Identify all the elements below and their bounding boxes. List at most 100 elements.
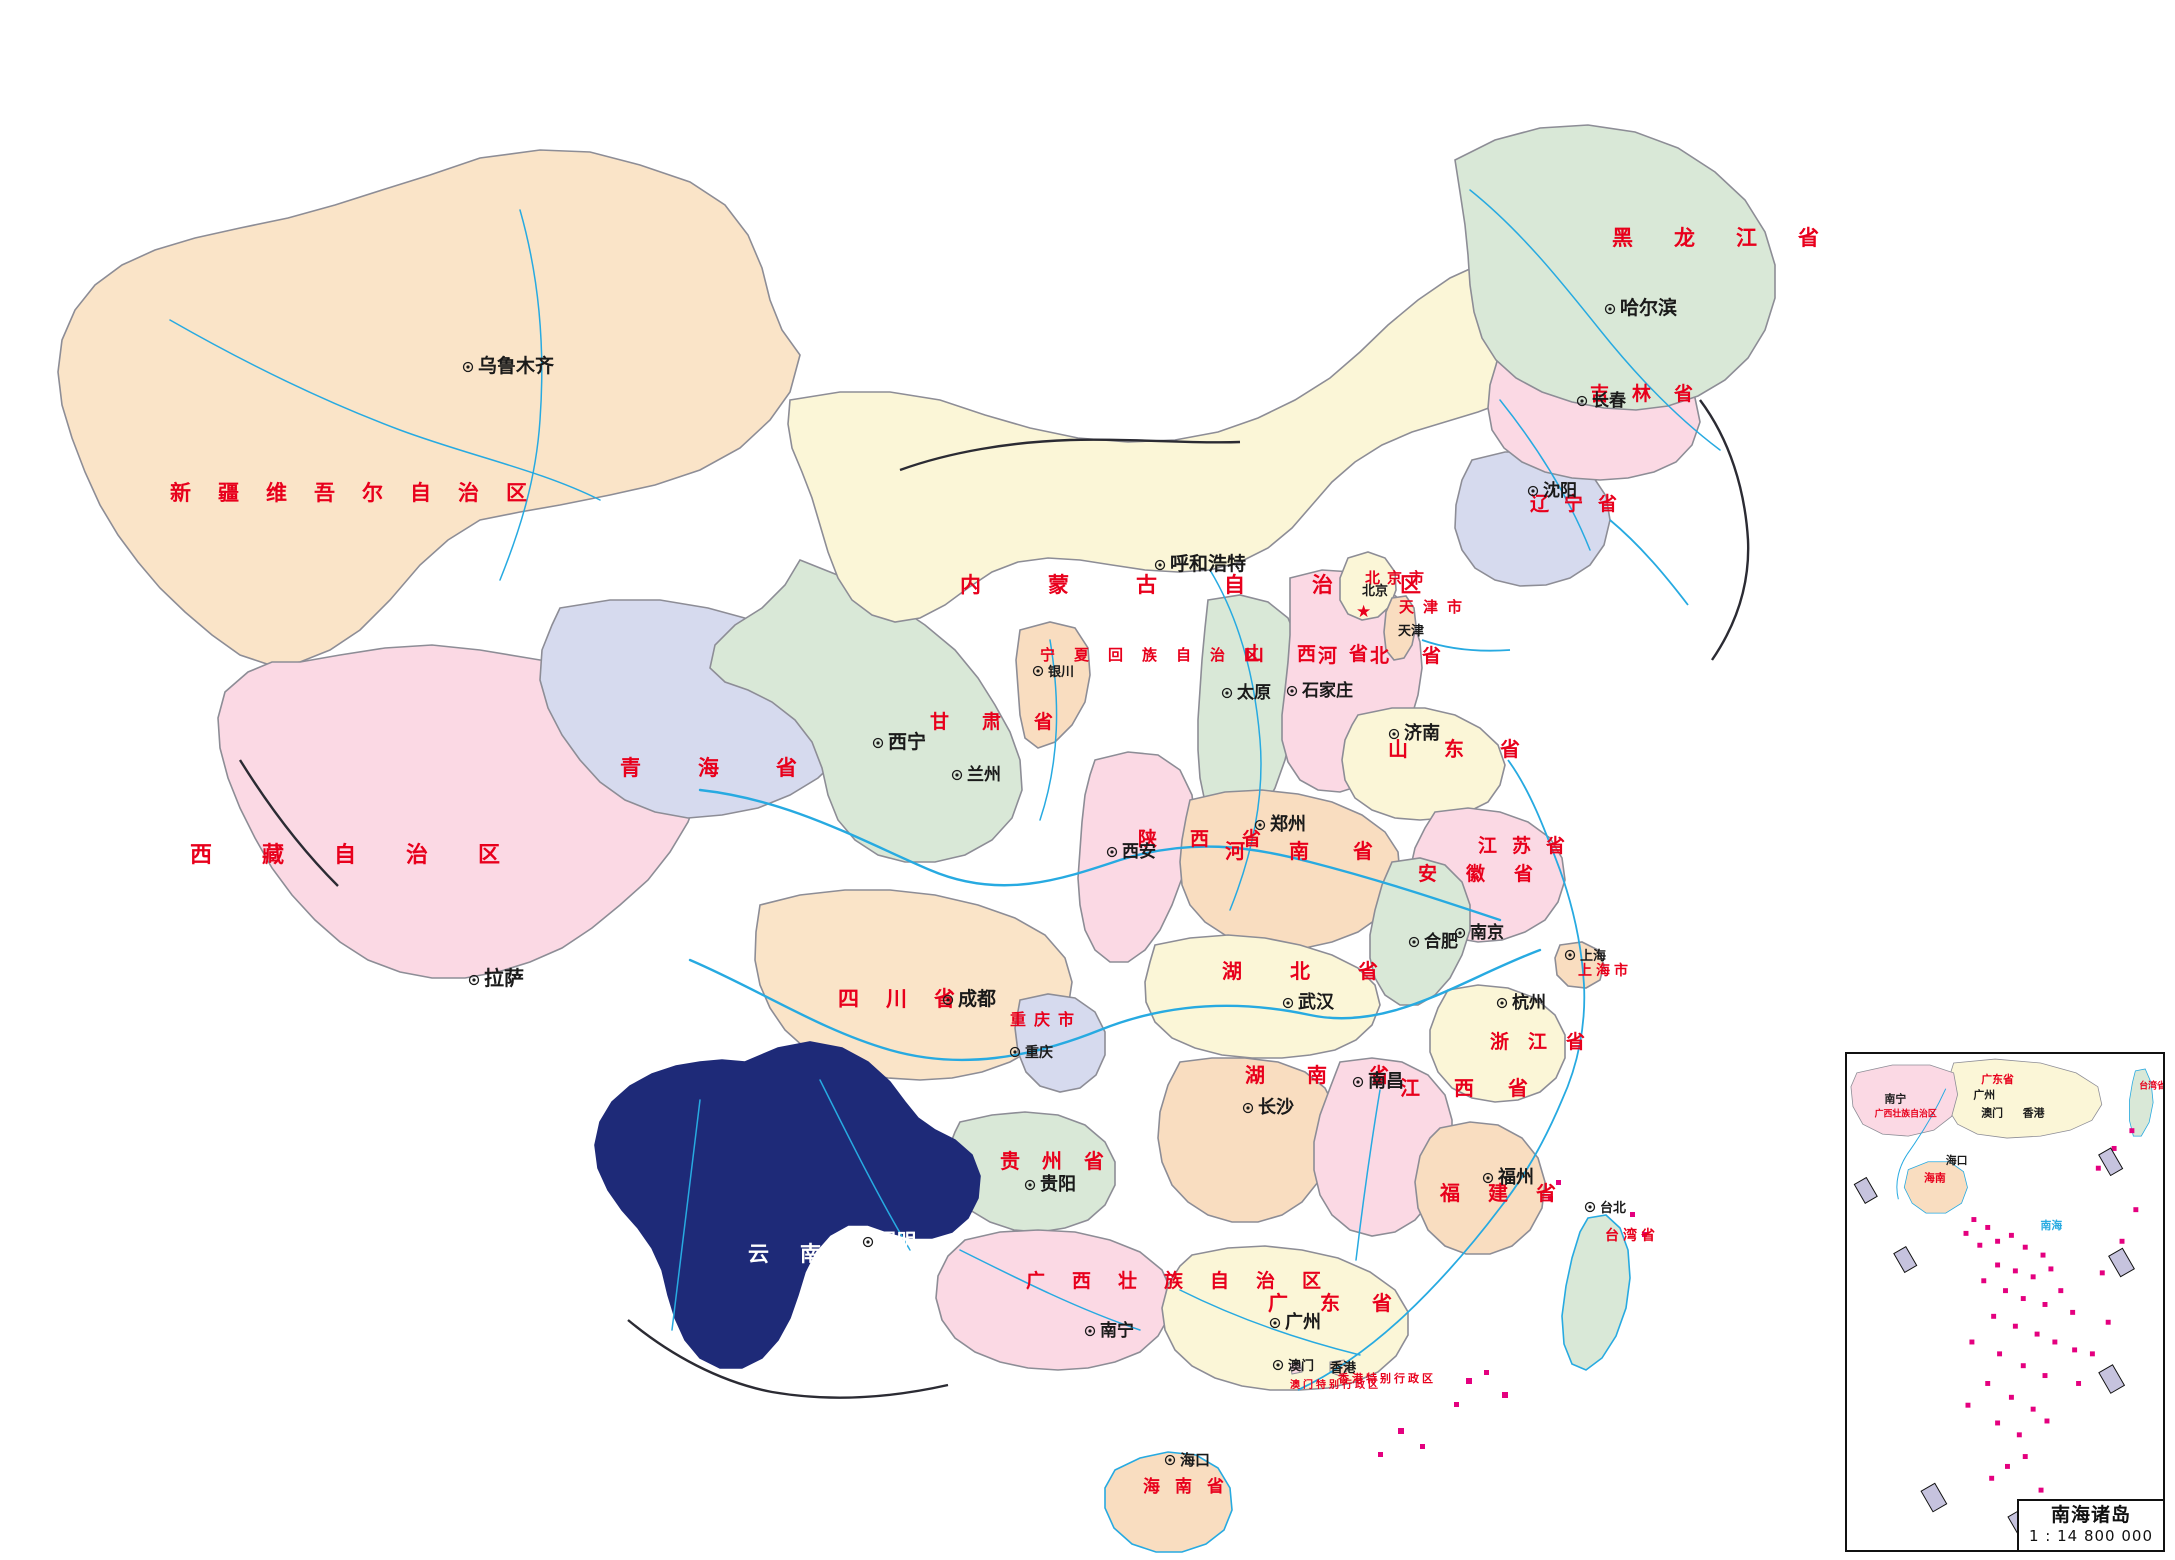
province-label-4: 内蒙古自治区 [960,573,1421,597]
province-shape-fujian[interactable] [1414,1121,1546,1255]
capital-marker-1[interactable]: 拉萨 [468,966,525,990]
capital-circle-icon [1564,949,1576,961]
capital-marker-15[interactable]: 上海 [1564,948,1607,964]
capital-marker-6[interactable]: 西安 [1106,841,1157,862]
province-shape-sichuan[interactable] [754,889,1073,1081]
province-shape-xinjiang[interactable] [57,149,801,666]
capital-marker-20[interactable]: 福州 [1482,1166,1535,1188]
capital-marker-30[interactable]: 长春 [1576,390,1627,411]
province-shape-hubei[interactable] [1144,934,1381,1059]
province-label-char: 族 [1142,646,1158,664]
capital-label: 台北 [1600,1200,1626,1216]
province-label-22: 重庆市 [1010,1010,1074,1029]
province-label-25: 广西壮族自治区 [1026,1269,1321,1292]
inset-coastline [1896,1088,1947,1200]
province-label-char: 宁 [1564,492,1583,515]
province-shape-gansu[interactable] [709,559,1023,863]
province-label-char: 回 [1108,646,1123,664]
capital-marker-8[interactable]: 石家庄 [1286,680,1354,701]
inset-scale: 1 : 14 800 000 [2028,1527,2153,1545]
capital-marker-24[interactable]: 昆明 [862,1230,917,1252]
province-shape-macau[interactable] [1289,1361,1303,1375]
province-shape-shanghai[interactable] [1554,941,1605,989]
province-label-char: 海 [698,756,719,780]
province-label-33: 澳门特别行政区 [1290,1378,1378,1391]
province-label-1: 西藏自治区 [190,842,500,868]
province-label-char: 州 [1042,1149,1062,1173]
province-shape-heilongjiang[interactable] [1454,124,1776,411]
province-shape-guangdong[interactable] [1161,1245,1409,1391]
capital-marker-18[interactable]: 长沙 [1242,1097,1295,1118]
province-label-char: 治 [1312,573,1333,597]
capital-marker-12[interactable]: 郑州 [1254,813,1307,835]
province-label-char: 省 [1507,1076,1528,1100]
capital-marker-28[interactable]: 台北 [1584,1200,1627,1216]
capital-marker-22[interactable]: 重庆 [1009,1044,1054,1061]
capital-marker-9[interactable]: ★ 北京 [1356,583,1388,622]
province-shape-zhejiang[interactable] [1429,984,1566,1103]
capital-marker-17[interactable]: 武汉 [1282,992,1335,1013]
capital-marker-2[interactable]: 西宁 [872,730,927,753]
province-label-char: 吉 [1590,382,1609,405]
capital-marker-3[interactable]: 兰州 [951,764,1002,785]
inset-label-4: 澳门 [1981,1105,2003,1119]
province-label-char: 新 [170,481,191,505]
inset-label-3: 广西壮族自治区 [1875,1107,1937,1119]
inset-label-5: 香港 [2022,1105,2045,1119]
province-label-char: 庆 [1033,1010,1050,1029]
province-label-char: 西 [1454,1076,1474,1100]
province-label-14: 安徽省 [1418,862,1533,885]
capital-marker-21[interactable]: 成都 [942,987,997,1010]
capital-marker-14[interactable]: 合肥 [1408,931,1459,952]
capital-marker-27[interactable]: 海口 [1164,1451,1211,1469]
province-shape-henan[interactable] [1179,789,1401,949]
province-label-char: 重 [1010,1010,1026,1029]
province-label-char: 四 [838,987,859,1011]
capital-marker-26[interactable]: 广州 [1269,1311,1322,1333]
capital-circle-icon [462,361,474,373]
capital-label: 西安 [1122,841,1156,862]
capital-marker-13[interactable]: 南京 [1454,922,1505,943]
capital-marker-33[interactable]: 澳门 [1272,1358,1315,1374]
province-shape-hainan[interactable] [1104,1451,1233,1553]
capital-marker-0[interactable]: 乌鲁木齐 [462,354,556,377]
province-shape-tianjin[interactable] [1383,595,1417,661]
province-label-5: 宁夏回 族自 治 区 [1040,646,1259,664]
province-shape-ningxia[interactable] [1015,621,1091,749]
capital-marker-7[interactable]: 太原 [1221,682,1272,703]
capital-marker-29[interactable]: 沈阳 [1527,480,1578,501]
capital-marker-10[interactable]: 天津 [1398,623,1424,639]
inset-title: 南海诸岛 [2050,1504,2131,1527]
capital-circle-icon [1482,1172,1494,1184]
province-shape-guangxi[interactable] [935,1229,1173,1371]
capital-marker-23[interactable]: 贵阳 [1024,1174,1077,1195]
province-shape-yunnan[interactable] [594,1041,981,1369]
capital-circle-icon [1454,927,1466,939]
capital-dot-icon [1246,1106,1250,1110]
capital-circle-icon [1242,1102,1254,1114]
capital-circle-icon [1024,1179,1036,1191]
capital-marker-16[interactable]: 杭州 [1496,992,1547,1013]
province-shape-neimenggu[interactable] [787,254,1586,623]
province-label-32: 香港特别行政区 [1337,1371,1433,1385]
capital-marker-25[interactable]: 南宁 [1084,1320,1135,1341]
province-shape-shaanxi[interactable] [1077,751,1196,963]
province-label-7: 山西省 [1245,643,1368,665]
capital-dot-icon [1412,940,1416,944]
province-shape-beijing[interactable] [1339,551,1397,621]
province-shape-taiwan[interactable] [1561,1214,1631,1371]
capital-marker-32[interactable]: 香港 [1329,1360,1357,1376]
province-label-char: 福 [1439,1181,1460,1205]
capital-circle-icon [1576,395,1588,407]
capital-marker-19[interactable]: 南昌 [1352,1070,1405,1092]
capital-marker-4[interactable]: 呼和浩特 [1154,552,1247,575]
province-shape-hunan[interactable] [1157,1057,1337,1223]
capital-marker-11[interactable]: 济南 [1388,722,1441,744]
province-label-char: 自 [334,842,356,868]
capital-label: 济南 [1404,722,1440,744]
capital-marker-31[interactable]: 哈尔滨 [1604,296,1678,319]
capital-marker-5[interactable]: 银川 [1032,664,1075,680]
capital-circle-icon [1584,1201,1596,1213]
capital-circle-icon [1352,1076,1364,1088]
